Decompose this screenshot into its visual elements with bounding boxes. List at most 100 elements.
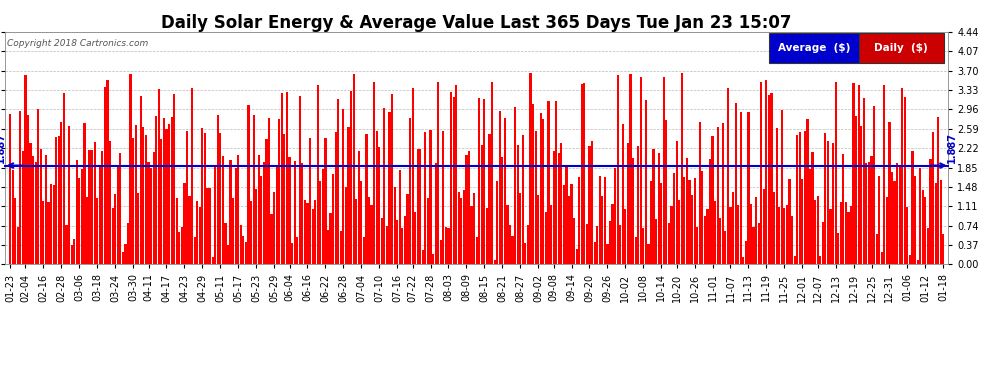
- Bar: [65, 225, 67, 264]
- Bar: [373, 82, 375, 264]
- Bar: [414, 212, 416, 264]
- Bar: [399, 170, 401, 264]
- Bar: [14, 198, 16, 264]
- Bar: [635, 237, 637, 264]
- Bar: [422, 250, 424, 264]
- Bar: [317, 85, 319, 264]
- Bar: [314, 201, 316, 264]
- Bar: [744, 241, 747, 264]
- Bar: [912, 152, 914, 264]
- Bar: [19, 111, 22, 264]
- Bar: [404, 216, 406, 264]
- Bar: [368, 196, 370, 264]
- Bar: [173, 94, 175, 264]
- Bar: [847, 211, 849, 264]
- Bar: [352, 75, 354, 264]
- Bar: [775, 128, 778, 264]
- Bar: [357, 151, 359, 264]
- Bar: [214, 166, 216, 264]
- Bar: [525, 243, 527, 264]
- Bar: [786, 205, 788, 264]
- Bar: [768, 95, 770, 264]
- Bar: [50, 184, 52, 264]
- Bar: [394, 187, 396, 264]
- Bar: [327, 230, 329, 264]
- Bar: [501, 158, 503, 264]
- FancyBboxPatch shape: [769, 33, 858, 63]
- Bar: [481, 145, 483, 264]
- Bar: [640, 77, 642, 264]
- Bar: [942, 234, 944, 264]
- Bar: [575, 249, 578, 264]
- Bar: [457, 192, 459, 264]
- Bar: [250, 201, 252, 264]
- Bar: [55, 136, 57, 264]
- Bar: [865, 164, 867, 264]
- Bar: [832, 144, 835, 264]
- Bar: [517, 145, 519, 264]
- Bar: [409, 118, 411, 264]
- Bar: [447, 228, 449, 264]
- Bar: [299, 96, 301, 264]
- Bar: [549, 205, 552, 264]
- Bar: [360, 182, 362, 264]
- Bar: [894, 181, 896, 264]
- Bar: [75, 160, 78, 264]
- Bar: [219, 134, 222, 264]
- Bar: [804, 131, 806, 264]
- Bar: [835, 82, 837, 264]
- Bar: [535, 131, 537, 264]
- Bar: [899, 165, 901, 264]
- Bar: [712, 136, 714, 264]
- Bar: [940, 180, 941, 264]
- Bar: [260, 176, 262, 264]
- Bar: [547, 101, 549, 264]
- Bar: [465, 154, 467, 264]
- Bar: [622, 123, 624, 264]
- Bar: [583, 83, 585, 264]
- Bar: [235, 168, 237, 264]
- Bar: [799, 132, 801, 264]
- Bar: [573, 218, 575, 264]
- Bar: [286, 92, 288, 264]
- Bar: [309, 138, 311, 264]
- Bar: [45, 155, 48, 264]
- Bar: [27, 116, 29, 264]
- Bar: [717, 128, 719, 264]
- Bar: [855, 116, 857, 264]
- Bar: [201, 128, 204, 264]
- Bar: [375, 131, 378, 264]
- Bar: [452, 97, 454, 264]
- Bar: [532, 104, 535, 264]
- Bar: [742, 257, 744, 264]
- Bar: [762, 189, 765, 264]
- Bar: [248, 105, 249, 264]
- Bar: [473, 193, 475, 264]
- Bar: [335, 132, 337, 264]
- Bar: [599, 176, 601, 264]
- Bar: [732, 192, 735, 264]
- Bar: [30, 144, 32, 264]
- Bar: [506, 206, 509, 264]
- Bar: [52, 185, 54, 264]
- Bar: [806, 119, 809, 264]
- Bar: [325, 138, 327, 264]
- Bar: [486, 209, 488, 264]
- Bar: [432, 254, 435, 264]
- Bar: [527, 225, 529, 264]
- Bar: [752, 227, 754, 264]
- Bar: [483, 99, 485, 264]
- Bar: [212, 257, 214, 264]
- Bar: [294, 161, 296, 264]
- Bar: [668, 222, 670, 264]
- Bar: [609, 221, 611, 264]
- Bar: [660, 183, 662, 264]
- Bar: [691, 195, 693, 264]
- Bar: [749, 204, 752, 264]
- Bar: [96, 198, 98, 264]
- Bar: [114, 194, 116, 264]
- Bar: [401, 228, 404, 264]
- Bar: [22, 152, 24, 264]
- Bar: [330, 213, 332, 264]
- Bar: [540, 113, 542, 264]
